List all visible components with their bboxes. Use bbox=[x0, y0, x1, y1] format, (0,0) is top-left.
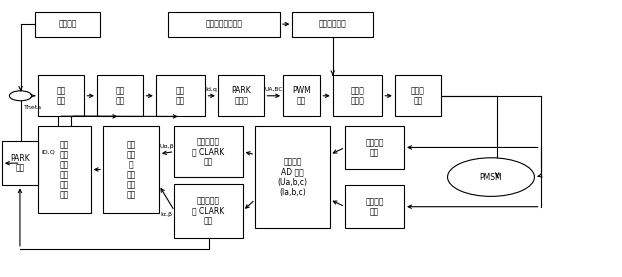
Bar bbox=[283, 75, 320, 116]
Text: 逆变驱
动控制: 逆变驱 动控制 bbox=[351, 86, 364, 105]
Bar bbox=[345, 185, 404, 228]
Bar bbox=[218, 75, 264, 116]
Text: 三相逆
变器: 三相逆 变器 bbox=[411, 86, 425, 105]
Text: 电流
调节: 电流 调节 bbox=[176, 86, 185, 105]
Text: 电流电压
AD 转换
(Ua,b,c)
(Ia,b,c): 电流电压 AD 转换 (Ua,b,c) (Ia,b,c) bbox=[277, 158, 307, 197]
Bar bbox=[156, 75, 205, 116]
Text: 三相电流
采样: 三相电流 采样 bbox=[365, 197, 384, 216]
Text: 电机参数识别: 电机参数识别 bbox=[319, 20, 346, 29]
Bar bbox=[103, 126, 159, 213]
Bar bbox=[38, 75, 85, 116]
Text: PMSM: PMSM bbox=[480, 173, 503, 182]
Text: 电压矢量分
解 CLARK
变换: 电压矢量分 解 CLARK 变换 bbox=[192, 137, 225, 166]
Text: PARK
变换: PARK 变换 bbox=[10, 154, 30, 173]
Bar bbox=[345, 126, 404, 169]
Bar bbox=[35, 12, 100, 37]
Bar bbox=[169, 12, 280, 37]
Text: 滑模
观测
器
速度
位置
估算: 滑模 观测 器 速度 位置 估算 bbox=[126, 140, 136, 199]
Text: 转速
调节: 转速 调节 bbox=[116, 86, 125, 105]
Circle shape bbox=[448, 158, 534, 196]
Text: UA,BC: UA,BC bbox=[264, 87, 283, 92]
Text: Id,q: Id,q bbox=[206, 87, 218, 92]
Text: PARK
逆变换: PARK 逆变换 bbox=[231, 86, 251, 105]
Bar bbox=[255, 126, 330, 228]
Text: 速度给定: 速度给定 bbox=[58, 20, 77, 29]
Bar bbox=[395, 75, 442, 116]
Text: 电流矢量分
解 CLARK
变换: 电流矢量分 解 CLARK 变换 bbox=[192, 196, 225, 225]
Text: ID,Q: ID,Q bbox=[42, 150, 55, 155]
Bar bbox=[333, 75, 383, 116]
Circle shape bbox=[9, 91, 32, 101]
Text: Uα,β: Uα,β bbox=[159, 144, 174, 149]
Text: 位置
调节: 位置 调节 bbox=[57, 86, 66, 105]
Bar bbox=[292, 12, 373, 37]
Text: Iα,β: Iα,β bbox=[160, 212, 173, 217]
Text: Theta: Theta bbox=[24, 105, 42, 110]
Text: 电机基本参数设定: 电机基本参数设定 bbox=[206, 20, 243, 29]
Bar bbox=[174, 184, 243, 238]
Text: 卡尔
曼滤
波器
位置
转速
输出: 卡尔 曼滤 波器 位置 转速 输出 bbox=[60, 140, 69, 199]
Text: 三相电压
采样: 三相电压 采样 bbox=[365, 138, 384, 157]
Bar bbox=[97, 75, 144, 116]
Bar bbox=[38, 126, 91, 213]
Text: PWM
输出: PWM 输出 bbox=[292, 86, 311, 105]
Bar bbox=[2, 141, 38, 185]
Bar bbox=[174, 126, 243, 177]
